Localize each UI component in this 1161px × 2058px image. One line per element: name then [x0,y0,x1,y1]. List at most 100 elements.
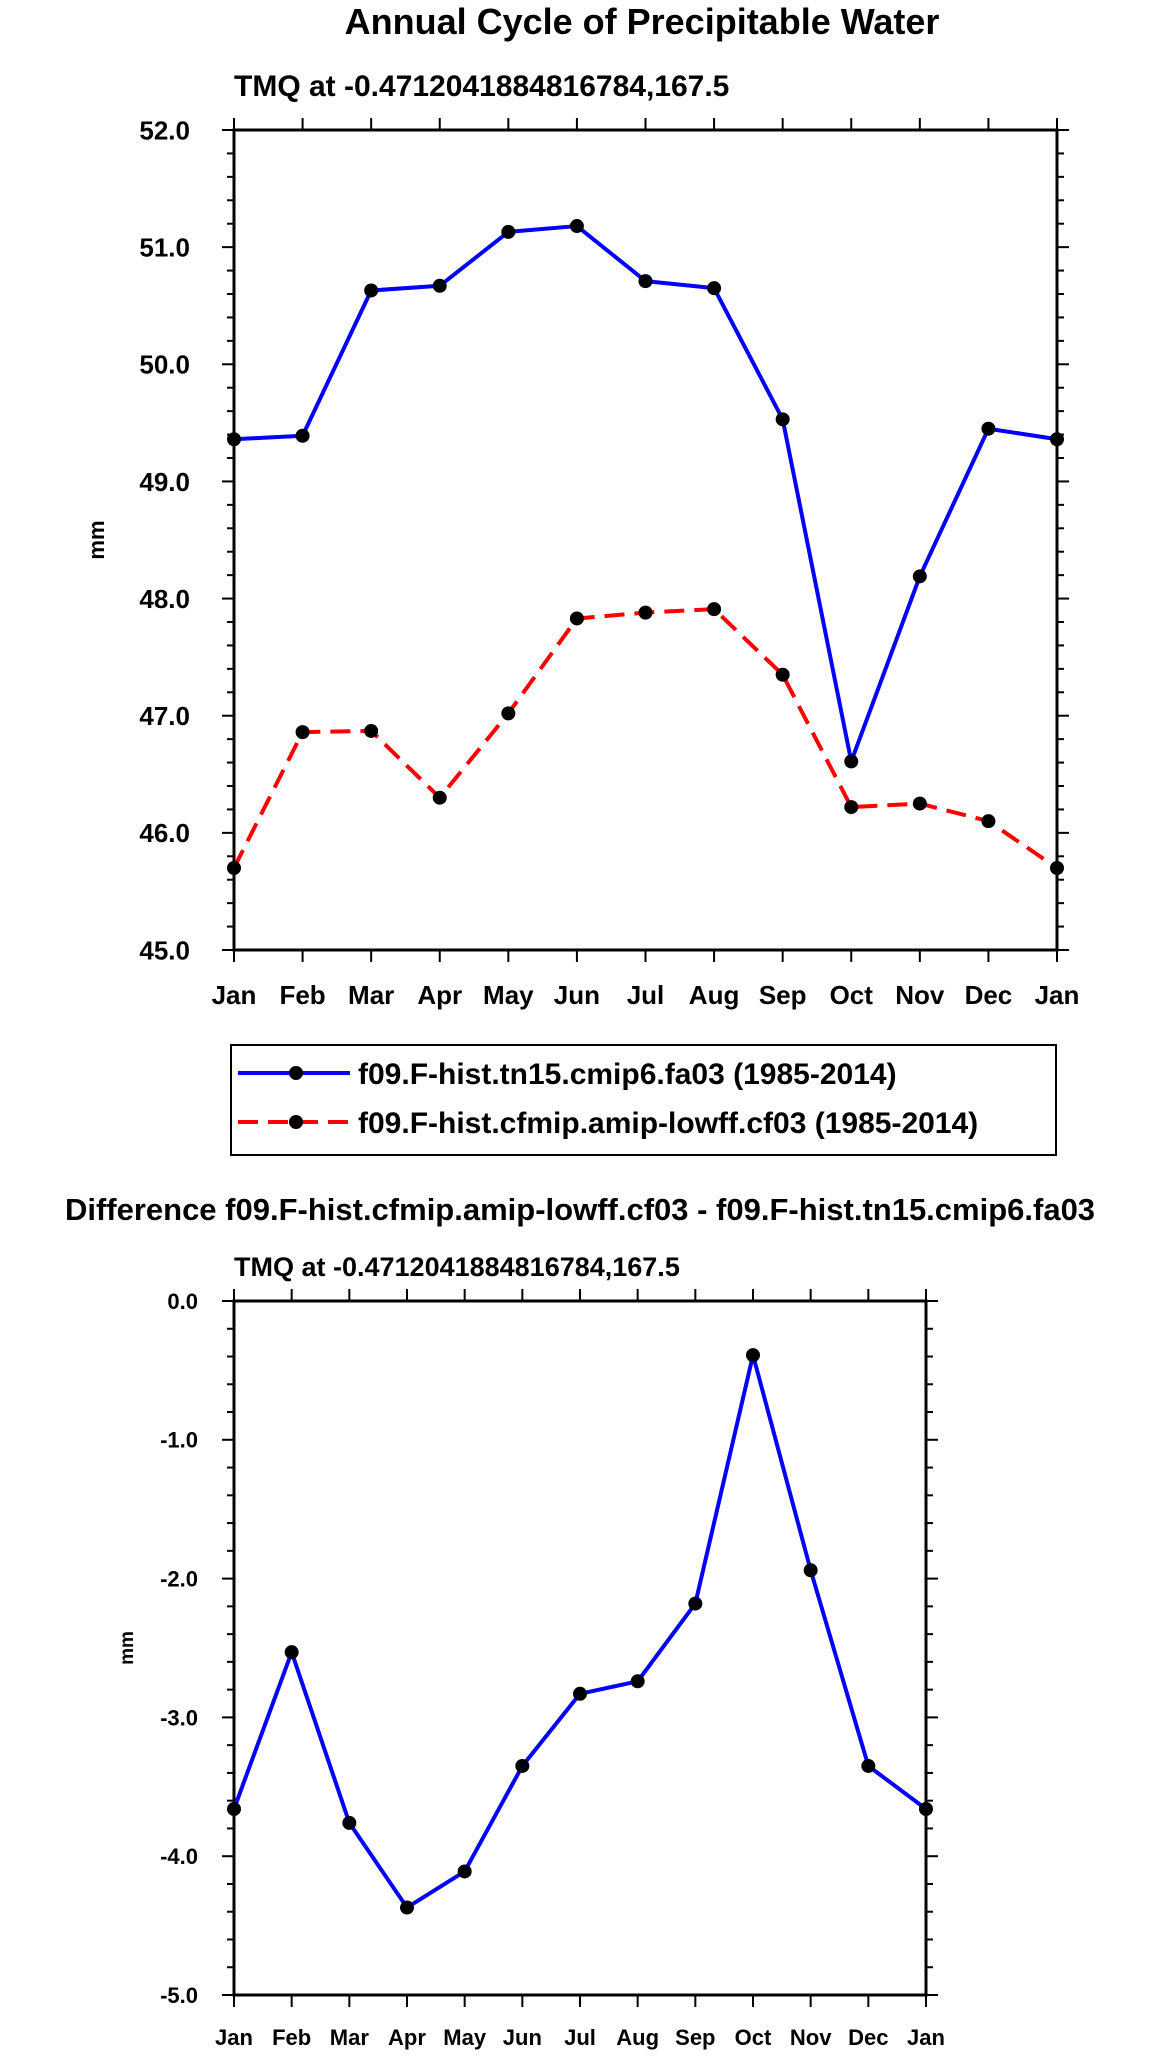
x-tick-label: Apr [388,2025,426,2050]
data-point-series-2 [501,706,516,721]
x-tick-label: Jul [564,2025,596,2050]
x-tick-label: Jan [1035,980,1080,1010]
y-tick-label: 0.0 [167,1289,198,1314]
y-tick-label: 48.0 [139,584,190,614]
x-tick-label: Apr [417,980,462,1010]
difference-panel: Difference f09.F-hist.cfmip.amip-lowff.c… [65,1192,1095,2050]
data-point-series-2 [227,861,241,875]
data-point-series-1 [707,281,722,296]
y-axis-label: mm [84,520,109,559]
x-tick-label: May [483,980,534,1010]
y-tick-label: -4.0 [160,1844,198,1869]
data-point-series-1 [569,219,584,234]
data-point-series-2 [364,723,379,738]
y-tick-label: -3.0 [160,1705,198,1730]
x-tick-label: Sep [759,980,807,1010]
x-tick-label: Jan [907,2025,945,2050]
x-tick-label: Jun [554,980,600,1010]
legend-marker-series-1 [289,1066,303,1080]
y-tick-label: 47.0 [139,701,190,731]
x-tick-label: Nov [895,980,945,1010]
data-point-series-1 [457,1864,472,1879]
series-line-1 [233,224,1058,764]
y-tick-label: -1.0 [160,1428,198,1453]
y-tick-label: 46.0 [139,818,190,848]
x-tick-label: Dec [965,980,1013,1010]
data-point-series-2 [638,605,653,620]
data-point-series-2 [432,790,447,805]
y-tick-label: 51.0 [139,233,190,263]
data-point-series-1 [364,283,379,298]
x-tick-label: Feb [272,2025,311,2050]
data-point-series-1 [515,1758,530,1773]
difference-ticks [222,1289,938,2007]
data-point-series-1 [844,754,859,769]
x-tick-label: Mar [330,2025,370,2050]
data-point-series-2 [981,814,996,829]
legend-box [230,1044,1057,1156]
x-tick-label: May [443,2025,487,2050]
data-point-series-1 [912,569,927,584]
y-tick-labels: 45.0 46.0 47.0 48.0 49.0 50.0 51.0 52.0 [139,115,190,965]
data-point-series-1 [501,224,516,239]
x-tick-labels: Jan Feb Mar Apr May Jun Jul Aug Sep Oct Nov Dec Jan [212,980,1080,1010]
x-tick-label: Oct [735,2025,772,2050]
difference-subtitle: TMQ at -0.4712041884816784,167.5 [234,1252,680,1282]
x-tick-label: Jun [503,2025,542,2050]
x-tick-label: Sep [675,2025,715,2050]
data-point-series-1 [342,1815,357,1830]
data-point-series-1 [1050,432,1064,447]
x-tick-label: Aug [689,980,740,1010]
data-point-series-1 [775,412,790,427]
difference-y-axis-label: mm [117,1631,138,1665]
difference-x-tick-labels: Jan Feb Mar Apr May Jun Jul Aug Sep Oct Nov Dec Jan [215,2025,945,2050]
x-tick-label: Dec [848,2025,888,2050]
data-point-series-2 [1050,861,1064,875]
y-tick-label: 50.0 [139,350,190,380]
series-line-1 [232,1353,928,1910]
data-point-series-1 [746,1348,760,1363]
series-line-2 [232,607,1059,870]
difference-y-tick-labels: -5.0 -4.0 -3.0 -2.0 -1.0 0.0 [160,1289,198,2008]
data-point-series-1 [688,1596,703,1611]
chart-title: Annual Cycle of Precipitable Water [345,1,940,42]
ticks [222,118,1069,962]
data-point-series-1 [295,428,310,443]
x-tick-label: Jan [212,980,257,1010]
y-tick-label: -2.0 [160,1567,198,1592]
data-point-series-1 [630,1674,645,1689]
difference-title: Difference f09.F-hist.cfmip.amip-lowff.c… [65,1192,1095,1227]
legend: f09.F-hist.tn15.cmip6.fa03 (1985-2014) f… [230,1044,1057,1156]
x-tick-label: Jan [215,2025,253,2050]
data-point-series-2 [775,667,790,682]
legend-marker-series-2 [289,1115,303,1129]
data-point-series-2 [707,602,722,617]
data-point-series-2 [569,611,584,626]
y-tick-label: 52.0 [139,115,190,145]
data-point-series-1 [861,1758,876,1773]
series-layer [227,219,1064,875]
x-tick-label: Feb [279,980,325,1010]
y-tick-label: 45.0 [139,935,190,965]
data-point-series-1 [981,421,996,436]
x-tick-label: Oct [830,980,874,1010]
difference-series-layer [227,1348,933,1915]
x-tick-label: Aug [616,2025,659,2050]
data-point-series-1 [400,1900,414,1915]
difference-plot-area [232,1299,928,1997]
data-point-series-1 [919,1802,933,1817]
data-point-series-1 [227,1802,241,1817]
plot-area [232,128,1059,952]
x-tick-label: Jul [627,980,665,1010]
data-point-series-1 [284,1645,299,1660]
data-point-series-1 [573,1686,587,1701]
data-point-series-2 [295,725,310,740]
legend-label-series-1: f09.F-hist.tn15.cmip6.fa03 (1985-2014) [358,1058,897,1091]
x-tick-label: Mar [348,980,394,1010]
data-point-series-2 [844,800,859,815]
data-point-series-2 [912,796,927,811]
y-tick-label: 49.0 [139,467,190,497]
data-point-series-1 [227,432,241,447]
legend-label-series-2: f09.F-hist.cfmip.amip-lowff.cf03 (1985-2… [358,1107,978,1140]
